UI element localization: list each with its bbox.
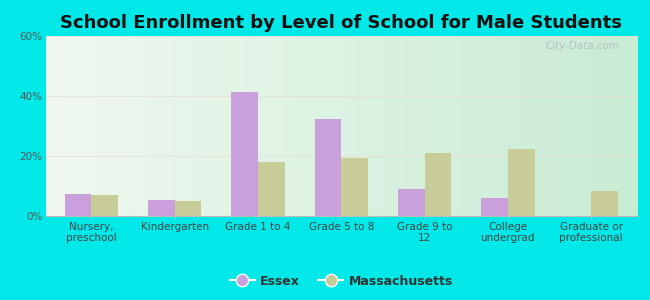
Bar	[148, 200, 175, 216]
Bar	[398, 189, 424, 216]
Bar	[258, 162, 285, 216]
Bar	[508, 148, 534, 216]
Bar	[592, 190, 618, 216]
Bar	[64, 194, 91, 216]
Bar	[175, 201, 202, 216]
Bar	[91, 195, 118, 216]
Text: City-Data.com: City-Data.com	[545, 41, 619, 51]
Bar	[315, 118, 341, 216]
Bar	[231, 92, 258, 216]
Bar	[341, 158, 368, 216]
Legend: Essex, Massachusetts: Essex, Massachusetts	[225, 269, 458, 292]
Bar	[481, 198, 508, 216]
Bar	[424, 153, 451, 216]
Title: School Enrollment by Level of School for Male Students: School Enrollment by Level of School for…	[60, 14, 622, 32]
